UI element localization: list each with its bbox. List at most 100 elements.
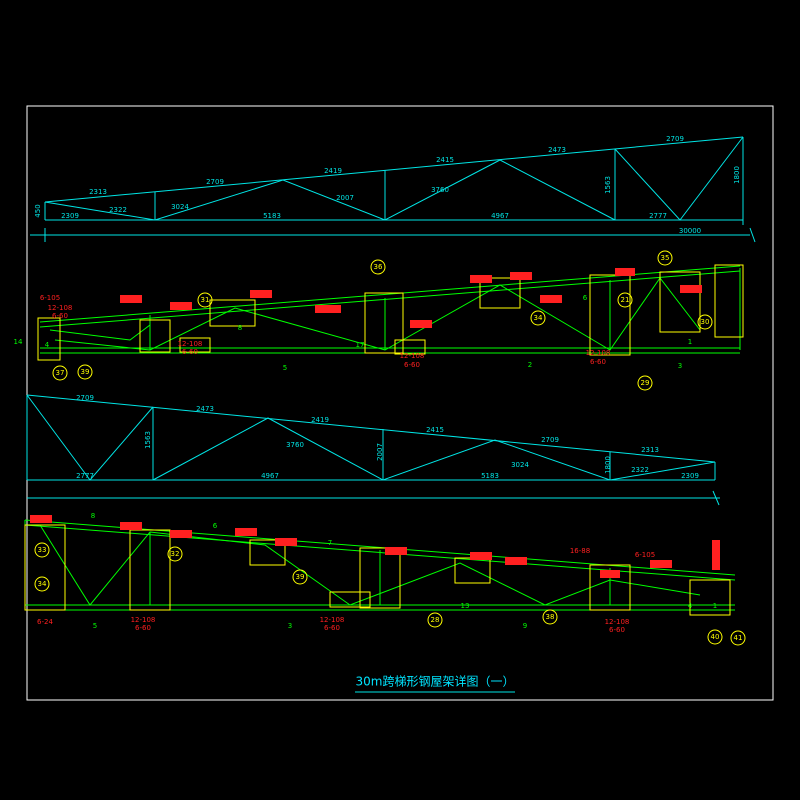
- elevation-2-label: 2473: [196, 405, 214, 413]
- detail-1-label: 12-108: [178, 340, 203, 348]
- detail-2-label: 6-60: [609, 626, 625, 634]
- elevation-2-label: 2709: [76, 394, 94, 402]
- elevation-1-label: 3024: [171, 203, 189, 211]
- elevation-2-label: 2415: [426, 426, 444, 434]
- callout-circle: [530, 310, 546, 326]
- detail-2-label: 6-60: [135, 624, 151, 632]
- detail-2-label: 3: [288, 622, 292, 630]
- callout-circle: [617, 292, 633, 308]
- detail-2-label: 34: [38, 580, 47, 588]
- elevation-1-label: 4967: [491, 212, 509, 220]
- detail-1-label: 29: [641, 379, 650, 387]
- detail-1-label: 12-108: [400, 352, 425, 360]
- detail-2-label: 41: [734, 634, 743, 642]
- elevation-1-label: 30000: [679, 227, 701, 235]
- detail-2: [24, 515, 736, 616]
- elevation-2-label: 2419: [311, 416, 329, 424]
- elevation-1: [30, 136, 756, 243]
- elevation-2-label: 2322: [631, 466, 649, 474]
- elevation-2-label: 2309: [681, 472, 699, 480]
- detail-1-label: 12-108: [48, 304, 73, 312]
- detail-1-label: 36: [374, 263, 383, 271]
- detail-2-label: 1: [713, 602, 717, 610]
- detail-2-label: 6-24: [37, 618, 53, 626]
- detail-1-label: 6-60: [182, 348, 198, 356]
- detail-2-label: 40: [711, 633, 720, 641]
- detail-2-label: 12-108: [131, 616, 156, 624]
- detail-2-label: 6-60: [324, 624, 340, 632]
- detail-1-label: 1: [688, 338, 692, 346]
- detail-1-label: 12-108: [586, 349, 611, 357]
- elevation-1-label: 2309: [61, 212, 79, 220]
- callout-circle: [697, 314, 713, 330]
- detail-1-label: 6-60: [404, 361, 420, 369]
- detail-1-label: 6-60: [52, 312, 68, 320]
- detail-2-label: 7: [328, 539, 332, 547]
- elevation-2-label: 2007: [376, 443, 384, 461]
- elevation-2-label: 2709: [541, 436, 559, 444]
- detail-1-label: 34: [534, 314, 543, 322]
- elevation-1-label: 2007: [336, 194, 354, 202]
- elevation-1-label: 2709: [206, 178, 224, 186]
- elevation-2-label: 1800: [604, 456, 612, 474]
- detail-1-label: 6: [583, 294, 588, 302]
- callout-circle: [52, 365, 68, 381]
- detail-2-label: 13: [461, 602, 470, 610]
- detail-1-label: 30: [701, 318, 710, 326]
- detail-2-label: 33: [38, 546, 47, 554]
- elevation-1-label: 2473: [548, 146, 566, 154]
- elevation-2-label: 2777: [76, 472, 94, 480]
- detail-2-label: 39: [296, 573, 305, 581]
- elevation-1-label: 2777: [649, 212, 667, 220]
- detail-2-label: 6: [213, 522, 218, 530]
- detail-1-label: 6-105: [40, 294, 60, 302]
- detail-2-label: 8: [91, 512, 95, 520]
- elevation-1-label: 2709: [666, 135, 684, 143]
- callout-circle: [637, 375, 653, 391]
- detail-1-label: 14: [14, 338, 23, 346]
- detail-1-label: 17: [356, 341, 365, 349]
- detail-2-label: 28: [431, 616, 440, 624]
- elevation-2-label: 2313: [641, 446, 659, 454]
- detail-2-label: 12-108: [605, 618, 630, 626]
- elevation-1-label: 2322: [109, 206, 127, 214]
- detail-1-label: 21: [621, 296, 630, 304]
- detail-1-label: 31: [201, 296, 210, 304]
- elevation-2-label: 5183: [481, 472, 499, 480]
- elevation-1-label: 2415: [436, 156, 454, 164]
- callout-circle: [34, 542, 50, 558]
- callout-circle: [292, 569, 308, 585]
- callout-circle: [542, 609, 558, 625]
- elevation-1-label: 450: [34, 204, 42, 217]
- callout-circle: [370, 259, 386, 275]
- detail-1-label: 2: [528, 361, 532, 369]
- detail-1-label: 35: [661, 254, 670, 262]
- callout-circle: [427, 612, 443, 628]
- detail-2-label: 38: [546, 613, 555, 621]
- callout-circle: [34, 576, 50, 592]
- elevation-2-label: 4967: [261, 472, 279, 480]
- callout-circle: [197, 292, 213, 308]
- detail-1: [37, 264, 744, 361]
- detail-1-label: 39: [81, 368, 90, 376]
- elevation-1-label: 1563: [604, 176, 612, 194]
- callout-circle: [707, 629, 723, 645]
- detail-1-label: 3: [678, 362, 682, 370]
- callout-circle: [657, 250, 673, 266]
- elevation-1-label: 3760: [431, 186, 449, 194]
- elevation-1-label: 2313: [89, 188, 107, 196]
- callout-circle: [77, 364, 93, 380]
- elevation-2-label: 1563: [144, 431, 152, 449]
- elevation-1-label: 5183: [263, 212, 281, 220]
- detail-1-label: 6-60: [590, 358, 606, 366]
- detail-2-label: 6-105: [635, 551, 655, 559]
- detail-1-label: 5: [283, 364, 287, 372]
- detail-2-label: 9: [523, 622, 527, 630]
- detail-2-label: 4: [688, 602, 693, 610]
- elevation-1-label: 1800: [733, 166, 741, 184]
- detail-1-label: 37: [56, 369, 65, 377]
- callout-circle: [167, 546, 183, 562]
- elevation-2-label: 3760: [286, 441, 304, 449]
